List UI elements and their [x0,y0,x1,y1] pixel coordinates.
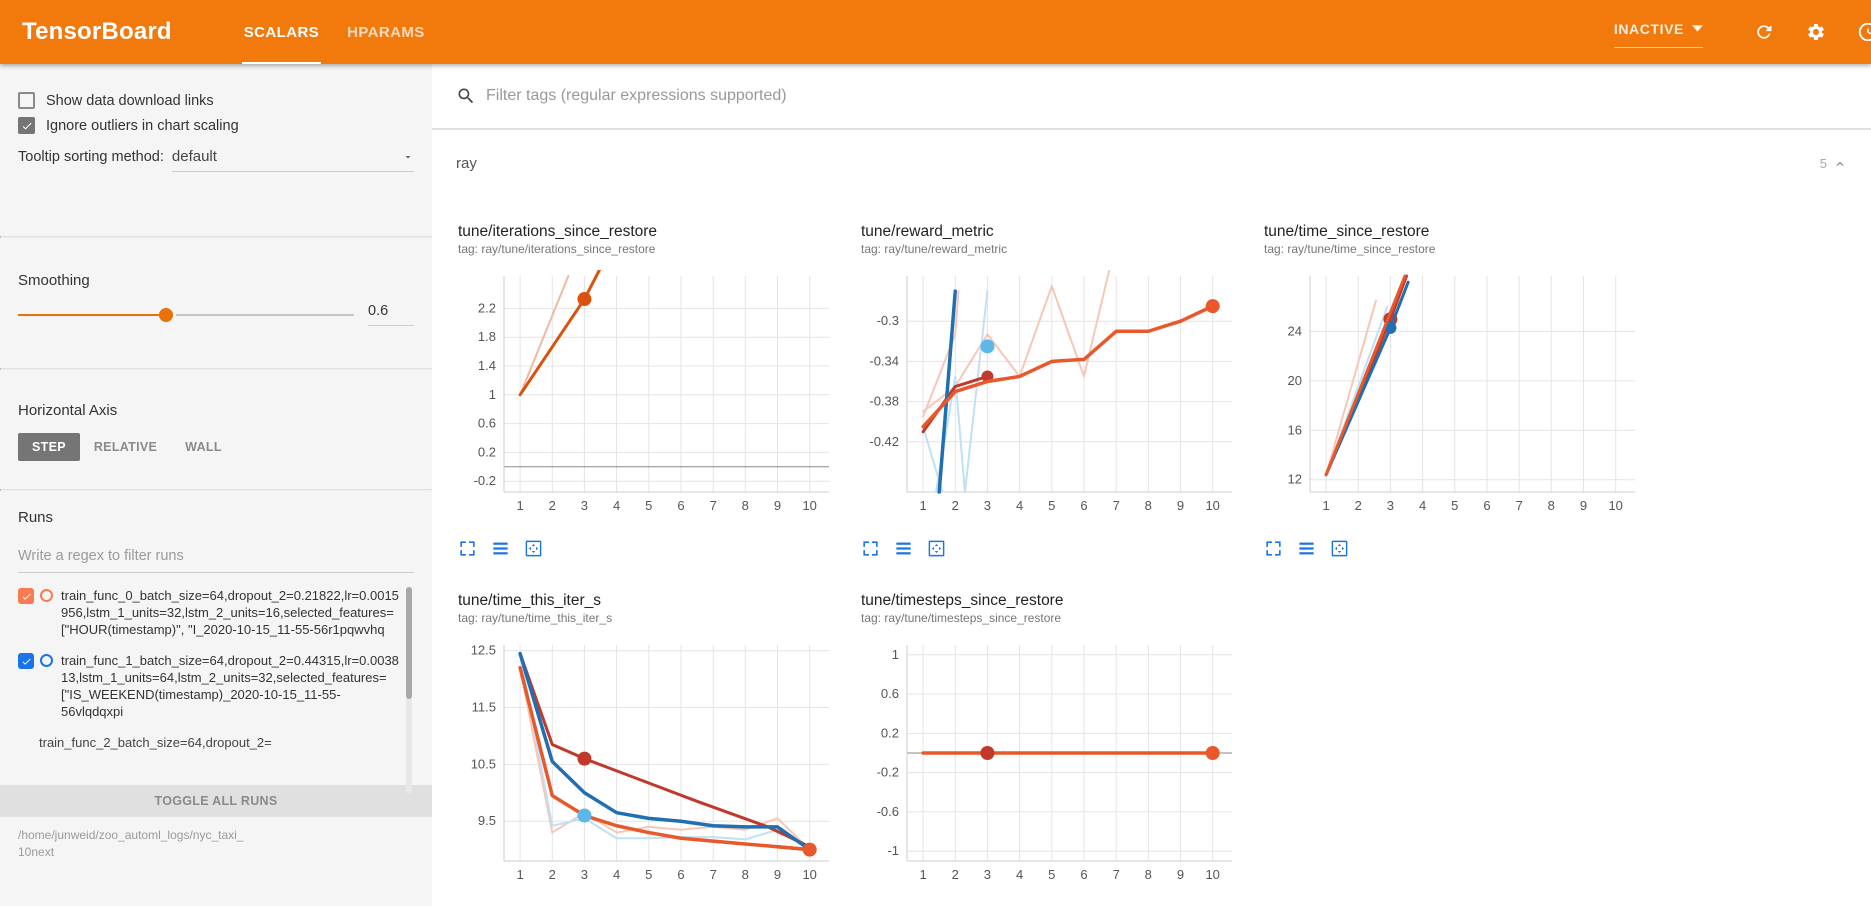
svg-text:24: 24 [1288,324,1302,339]
svg-text:4: 4 [1016,867,1023,882]
svg-text:10: 10 [802,498,816,513]
svg-text:4: 4 [613,867,620,882]
svg-text:2: 2 [549,498,556,513]
svg-text:7: 7 [1113,498,1120,513]
svg-text:1: 1 [516,498,523,513]
svg-text:8: 8 [1145,867,1152,882]
svg-text:-0.34: -0.34 [869,353,899,368]
svg-text:7: 7 [710,867,717,882]
svg-text:8: 8 [742,498,749,513]
svg-text:20: 20 [1288,373,1302,388]
svg-text:12.5: 12.5 [471,643,496,658]
svg-text:0.6: 0.6 [478,416,496,431]
svg-text:-0.6: -0.6 [877,804,899,819]
svg-text:10: 10 [1205,867,1219,882]
svg-text:9: 9 [774,498,781,513]
svg-text:16: 16 [1288,422,1302,437]
svg-text:7: 7 [1516,498,1523,513]
svg-text:10.5: 10.5 [471,756,496,771]
svg-text:2: 2 [549,867,556,882]
svg-text:11.5: 11.5 [472,700,496,715]
svg-text:9: 9 [1177,498,1184,513]
svg-text:2: 2 [952,498,959,513]
svg-text:1.4: 1.4 [478,358,496,373]
svg-text:1: 1 [919,867,926,882]
svg-text:0.2: 0.2 [478,444,496,459]
svg-text:-0.2: -0.2 [474,473,496,488]
svg-text:1: 1 [516,867,523,882]
svg-text:6: 6 [1080,498,1087,513]
svg-text:-0.3: -0.3 [877,313,899,328]
svg-text:3: 3 [1387,498,1394,513]
svg-text:10: 10 [1205,498,1219,513]
svg-text:5: 5 [645,498,652,513]
svg-text:8: 8 [1145,498,1152,513]
svg-text:-0.2: -0.2 [877,765,899,780]
svg-text:1.8: 1.8 [478,329,496,344]
svg-text:10: 10 [1608,498,1622,513]
svg-text:8: 8 [1548,498,1555,513]
svg-text:9.5: 9.5 [478,813,496,828]
svg-text:-0.42: -0.42 [869,434,899,449]
svg-text:5: 5 [1048,867,1055,882]
svg-text:5: 5 [645,867,652,882]
svg-text:0.6: 0.6 [881,686,899,701]
svg-text:2: 2 [952,867,959,882]
svg-text:-0.38: -0.38 [869,394,899,409]
svg-text:9: 9 [1177,867,1184,882]
svg-text:4: 4 [613,498,620,513]
svg-text:5: 5 [1048,498,1055,513]
svg-text:1: 1 [489,387,496,402]
svg-text:2: 2 [1355,498,1362,513]
svg-text:6: 6 [677,867,684,882]
svg-text:3: 3 [984,498,991,513]
svg-text:6: 6 [1483,498,1490,513]
svg-text:6: 6 [677,498,684,513]
svg-text:9: 9 [774,867,781,882]
svg-text:1: 1 [1322,498,1329,513]
svg-text:1: 1 [892,647,899,662]
svg-text:6: 6 [1080,867,1087,882]
svg-text:8: 8 [742,867,749,882]
svg-text:1: 1 [919,498,926,513]
svg-text:10: 10 [802,867,816,882]
svg-text:3: 3 [581,867,588,882]
svg-text:3: 3 [581,498,588,513]
svg-text:0.2: 0.2 [881,725,899,740]
svg-text:7: 7 [710,498,717,513]
svg-text:9: 9 [1580,498,1587,513]
svg-text:4: 4 [1419,498,1426,513]
svg-text:3: 3 [984,867,991,882]
svg-text:4: 4 [1016,498,1023,513]
svg-text:2.2: 2.2 [478,300,496,315]
svg-text:12: 12 [1288,472,1302,487]
svg-text:7: 7 [1113,867,1120,882]
svg-text:5: 5 [1451,498,1458,513]
svg-text:-1: -1 [887,843,899,858]
